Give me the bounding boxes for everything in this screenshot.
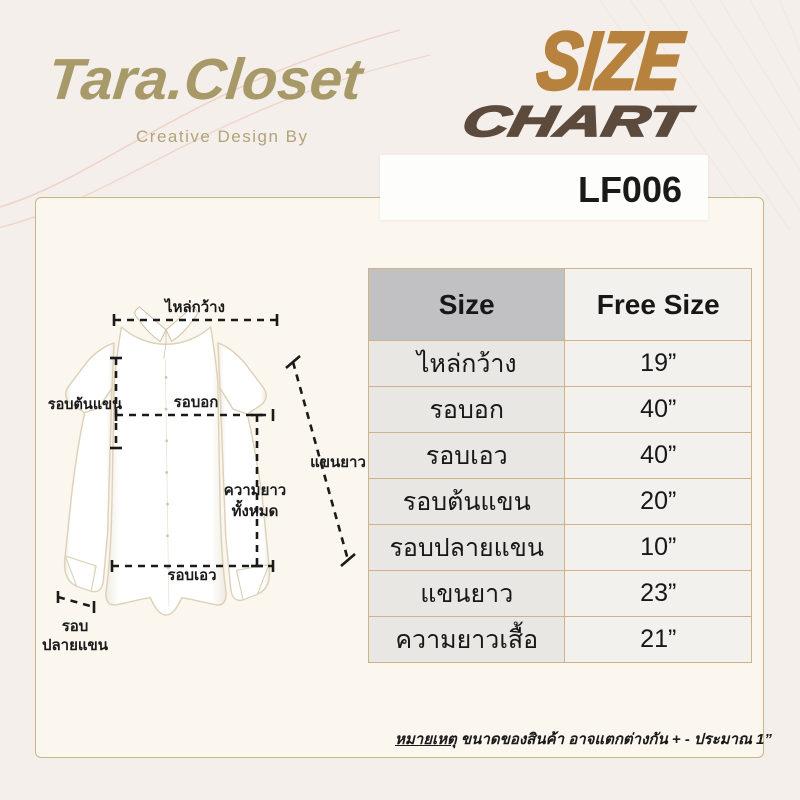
svg-text:ทั้งหมด: ทั้งหมด xyxy=(232,499,279,520)
svg-text:ความยาว: ความยาว xyxy=(224,482,286,499)
svg-text:รอบเอว: รอบเอว xyxy=(167,567,216,584)
svg-text:ไหล่กว้าง: ไหล่กว้าง xyxy=(163,297,225,316)
svg-text:ปลายแขน: ปลายแขน xyxy=(42,637,109,654)
svg-text:รอบ: รอบ xyxy=(62,618,89,635)
svg-text:รอบอก: รอบอก xyxy=(174,394,219,411)
svg-text:รอบต้นแขน: รอบต้นแขน xyxy=(48,396,122,413)
svg-text:แขนยาว: แขนยาว xyxy=(310,454,366,471)
